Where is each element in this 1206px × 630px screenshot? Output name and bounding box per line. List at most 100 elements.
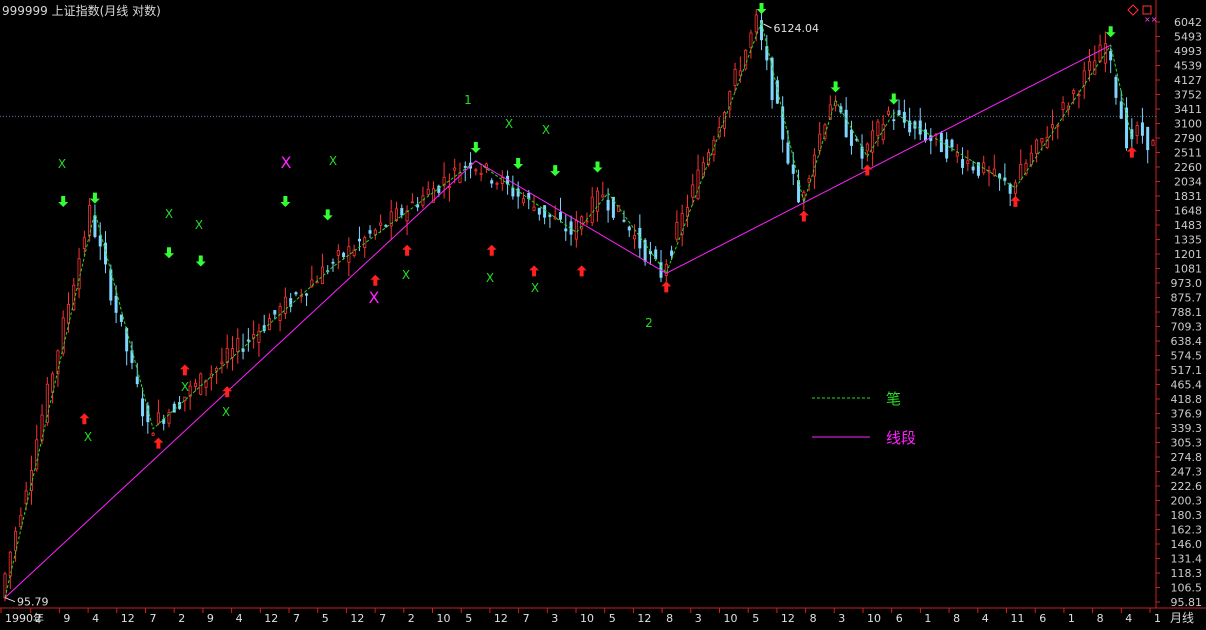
candle-body xyxy=(691,184,695,198)
x-tick-label: 4 xyxy=(1125,612,1132,625)
candle-body xyxy=(849,129,853,146)
candle-body xyxy=(453,167,457,171)
y-tick-label: 3411 xyxy=(1174,103,1202,116)
x-mark-label: X xyxy=(505,117,513,131)
candle-body xyxy=(1119,101,1123,119)
x-mark-label: X xyxy=(165,207,173,221)
candle-body xyxy=(860,146,864,159)
max-value-label: 6124.04 xyxy=(774,22,820,35)
candle-body xyxy=(516,188,520,197)
y-tick-label: 2790 xyxy=(1174,132,1202,145)
sell-arrow-icon xyxy=(470,142,481,154)
buy-arrow-icon xyxy=(1126,146,1137,158)
y-tick-label: 106.5 xyxy=(1171,582,1203,595)
y-tick-label: 339.3 xyxy=(1171,422,1203,435)
y-tick-label: 517.1 xyxy=(1171,364,1203,377)
candle-body xyxy=(310,279,314,288)
candle-body xyxy=(775,80,779,104)
candle-body xyxy=(596,190,600,212)
diamond-icon[interactable] xyxy=(1127,4,1139,16)
candle-body xyxy=(490,180,494,184)
y-tick-label: 5493 xyxy=(1174,31,1202,44)
candle-body xyxy=(1098,44,1102,63)
legend-label-bi: 笔 xyxy=(886,390,901,408)
candle-body xyxy=(585,220,589,223)
candle-body xyxy=(151,432,155,436)
candle-body xyxy=(1013,182,1017,194)
y-tick-label: 1648 xyxy=(1174,205,1202,218)
x-tick-label: 8 xyxy=(953,612,960,625)
candle-body xyxy=(156,412,160,424)
candle-body xyxy=(712,139,716,156)
candle-body xyxy=(61,317,65,354)
y-tick-label: 2511 xyxy=(1174,147,1202,160)
candle-body xyxy=(590,196,594,224)
candle-body xyxy=(622,219,626,222)
x-mark-label: X xyxy=(281,153,292,172)
candle-body xyxy=(521,198,525,204)
y-tick-label: 4539 xyxy=(1174,60,1202,73)
candle-body xyxy=(680,213,684,235)
x-mark-label: X xyxy=(542,123,550,137)
x-tick-label: 7 xyxy=(293,612,300,625)
candle-body xyxy=(918,120,922,135)
candle-body xyxy=(1135,125,1139,136)
candle-body xyxy=(876,121,880,136)
candle-body xyxy=(474,169,478,172)
candle-body xyxy=(405,210,409,222)
sell-arrow-icon xyxy=(89,192,100,204)
sell-arrow-icon xyxy=(280,196,291,208)
candle-body xyxy=(818,133,822,151)
close-x-icon[interactable]: ×× xyxy=(1144,15,1157,24)
x-tick-label: 10 xyxy=(867,612,881,625)
y-tick-label: 418.8 xyxy=(1171,393,1203,406)
candle-body xyxy=(119,314,123,322)
bi-and-segment-lines xyxy=(4,20,1133,599)
candle-body xyxy=(717,127,721,138)
period-label: 月线 xyxy=(1170,611,1194,625)
buy-arrow-icon xyxy=(179,364,190,376)
window-control-icon[interactable] xyxy=(1142,5,1152,15)
x-mark-label: X xyxy=(329,154,337,168)
segment-number-label: 1 xyxy=(464,93,472,107)
candle-body xyxy=(479,172,483,175)
chart-title: 999999 上证指数(月线 对数) xyxy=(2,3,161,18)
candle-body xyxy=(871,130,875,153)
top-right-icons[interactable]: ×× xyxy=(1127,4,1157,24)
buy-arrow-icon xyxy=(529,265,540,277)
y-tick-label: 3100 xyxy=(1174,118,1202,131)
x-tick-label: 12 xyxy=(121,612,135,625)
sell-arrow-icon xyxy=(195,255,206,267)
x-tick-label: 8 xyxy=(810,612,817,625)
candle-body xyxy=(1125,107,1129,149)
candle-body xyxy=(754,14,758,33)
y-tick-label: 1335 xyxy=(1174,234,1202,247)
y-tick-label: 709.3 xyxy=(1171,321,1203,334)
candle-body xyxy=(347,246,351,263)
candle-body xyxy=(98,235,102,247)
candle-body xyxy=(1029,152,1033,165)
sell-arrow-icon xyxy=(830,81,841,93)
x-tick-label: 1 xyxy=(1068,612,1075,625)
buy-arrow-icon xyxy=(153,437,164,449)
candle-body xyxy=(294,292,298,295)
y-tick-label: 638.4 xyxy=(1171,335,1203,348)
candle-body xyxy=(966,160,970,164)
annotation-texts: X X X X X X X X X X X X X X 1 2 6124.04 95.79 xyxy=(4,22,820,609)
candle-body xyxy=(1040,138,1044,143)
candle-body xyxy=(14,530,18,551)
legend-label-segment: 线段 xyxy=(886,429,916,447)
sell-arrow-icon xyxy=(550,165,561,177)
sell-arrow-icon xyxy=(322,209,333,221)
x-mark-label: X xyxy=(402,268,410,282)
y-tick-label: 4993 xyxy=(1174,45,1202,58)
x-tick-label: 8 xyxy=(666,612,673,625)
candle-body xyxy=(1003,177,1007,181)
candle-body xyxy=(760,20,764,41)
candle-body xyxy=(135,376,139,385)
candle-body xyxy=(172,403,176,413)
y-tick-label: 222.6 xyxy=(1171,480,1203,493)
candle-body xyxy=(352,249,356,256)
candle-body xyxy=(1072,90,1076,94)
